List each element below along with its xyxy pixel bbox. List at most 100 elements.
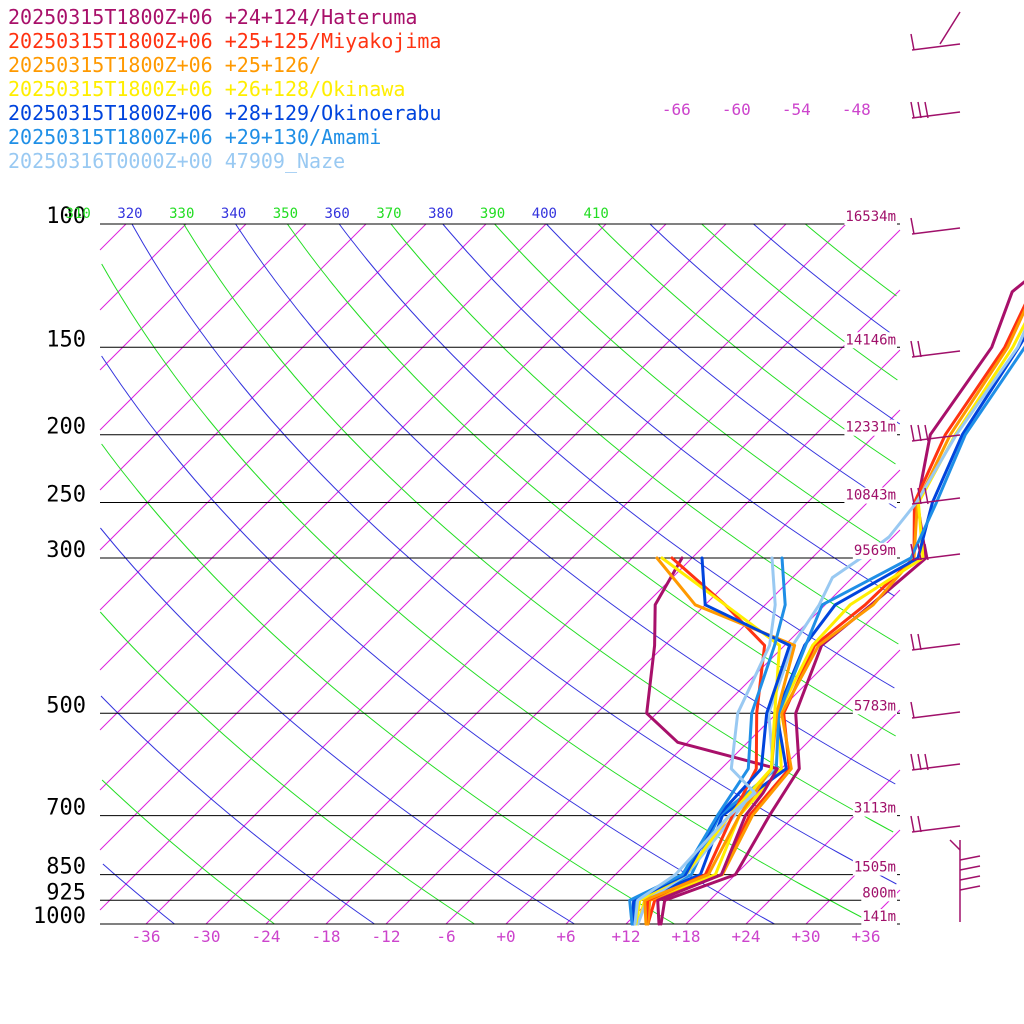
x-tick-label: +12 — [612, 927, 641, 946]
isentrope-line — [235, 223, 896, 785]
theta-label: 360 — [325, 206, 350, 222]
wind-barb — [911, 825, 961, 833]
pressure-tick-label: 300 — [46, 538, 86, 563]
x-tick-label: -12 — [372, 927, 401, 946]
pressure-tick-label: 150 — [46, 327, 86, 352]
theta-label: 400 — [532, 206, 557, 222]
legend-entry: 20250316T0000Z+00 47909_Naze — [8, 149, 345, 173]
isentrope-line — [101, 263, 875, 925]
legend-entry: 20250315T1800Z+06 +28+129/Okinoerabu — [8, 101, 441, 125]
wind-barb-flag — [917, 487, 922, 505]
wind-barb — [911, 497, 961, 505]
series-line — [632, 335, 1024, 926]
isotherm-line — [99, 223, 187, 311]
wind-barb-flag — [924, 753, 929, 771]
isotherm-line — [99, 223, 607, 731]
theta-label: 320 — [117, 206, 142, 222]
series-line — [645, 556, 779, 926]
isentrope-line — [101, 779, 275, 925]
isentrope-line — [100, 527, 575, 925]
height-label: 12331m — [845, 420, 896, 436]
isentrope-line — [804, 223, 897, 297]
series-line — [628, 556, 787, 926]
wind-barb — [911, 227, 961, 235]
isentrope-grid — [99, 223, 901, 925]
wind-barb-flag — [959, 855, 981, 861]
height-label-bg — [852, 542, 897, 559]
wind-barb-flag — [910, 33, 915, 51]
isotherm-line — [745, 769, 901, 925]
pressure-tick-label: 700 — [46, 796, 86, 821]
isentrope-line — [102, 863, 175, 925]
wind-barb — [911, 643, 961, 651]
wind-barb-flag — [910, 815, 915, 833]
isentrope-line — [546, 223, 897, 509]
legend-entry: 20250315T1800Z+06 +25+125/Miyakojima — [8, 29, 441, 53]
wind-barb — [911, 763, 961, 771]
pressure-tick-label: 500 — [46, 693, 86, 718]
x-tick-label: -30 — [192, 927, 221, 946]
isentrope-line — [100, 695, 375, 925]
height-label: 3113m — [854, 801, 896, 817]
series-line — [632, 345, 1024, 926]
x-tick-label: -36 — [132, 927, 161, 946]
height-label-bg — [861, 909, 897, 925]
isotherm-grid — [99, 223, 901, 925]
height-label-bg — [844, 332, 897, 349]
isentrope-line — [101, 355, 775, 925]
isentrope-line — [338, 223, 895, 689]
isotherm-line — [99, 223, 307, 431]
isotherm-line — [99, 223, 367, 491]
series-line — [633, 556, 777, 926]
wind-barb-flag — [910, 101, 915, 119]
series-line — [646, 303, 1024, 926]
theta-label: 410 — [584, 206, 609, 222]
upper-tick-label: -48 — [842, 100, 871, 119]
legend-entry: 20250315T1800Z+06 +29+130/Amami — [8, 125, 381, 149]
wind-barb-flag — [917, 815, 922, 833]
isotherm-line — [265, 289, 901, 925]
upper-tick-label: -60 — [722, 100, 751, 119]
axis-labels: 100 16534m 150 14146m 200 12331m 250 10843m 300 9… — [33, 100, 897, 946]
wind-barb-flag — [917, 633, 922, 651]
wind-barb-flag — [917, 101, 922, 119]
wind-barb-flag — [959, 865, 981, 871]
wind-barb-flag — [910, 701, 915, 719]
isotherm-line — [505, 529, 901, 925]
height-label: 5783m — [854, 698, 896, 714]
pressure-tick-label: 925 — [46, 880, 86, 905]
legend-entry: 20250315T1800Z+06 +24+124/Hateruma — [8, 5, 417, 29]
isotherm-line — [445, 469, 901, 925]
wind-barb-flag — [917, 424, 922, 442]
wind-barb — [911, 350, 961, 358]
series-line — [636, 328, 1024, 926]
isotherm-line — [99, 223, 547, 671]
pressure-tick-label: 100 — [46, 204, 86, 229]
isotherm-line — [99, 223, 667, 791]
x-tick-label: +24 — [732, 927, 761, 946]
isentrope-line — [494, 223, 897, 553]
height-label: 10843m — [845, 488, 896, 504]
height-label: 1505m — [854, 860, 896, 876]
pressure-tick-label: 1000 — [33, 904, 86, 929]
series-line — [636, 322, 1024, 926]
wind-barbs — [910, 11, 981, 922]
wind-barb-flag — [910, 753, 915, 771]
isentrope-line — [183, 223, 894, 833]
wind-barb-flag — [910, 633, 915, 651]
wind-barb-flag — [924, 424, 929, 442]
wind-barb-flag — [917, 543, 922, 561]
height-label-bg — [852, 800, 897, 817]
wind-barb-flag — [924, 487, 929, 505]
wind-barb — [939, 11, 961, 45]
series-line — [634, 556, 782, 926]
isentrope-line — [649, 223, 901, 425]
wind-barb — [911, 111, 961, 119]
wind-barb-flag — [949, 839, 961, 851]
isotherm-line — [385, 409, 901, 925]
isotherm-line — [99, 223, 127, 251]
height-label: 141m — [862, 909, 896, 925]
isotherm-line — [205, 229, 901, 925]
pressure-tick-label: 200 — [46, 415, 86, 440]
